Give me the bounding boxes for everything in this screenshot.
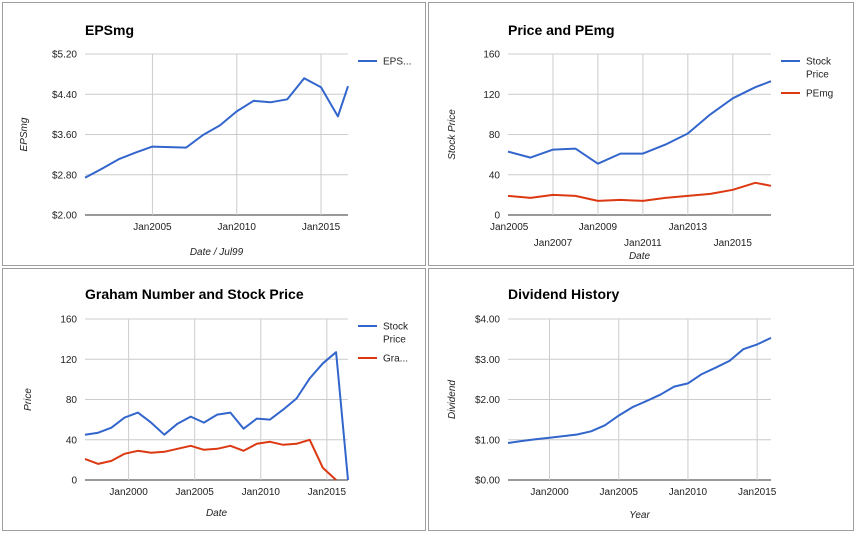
legend-label: Gra... xyxy=(383,354,408,365)
y-tick-label: $1.00 xyxy=(475,435,500,446)
graham-chart-panel: Graham Number and Stock Price 0 40 80 120 160… xyxy=(2,268,426,531)
series-line-1 xyxy=(507,181,772,202)
x-tick-label: Jan2005 xyxy=(133,222,172,233)
series-line-0 xyxy=(84,77,349,179)
x-tick-label: Jan2011 xyxy=(624,238,662,249)
y-tick-label: $2.00 xyxy=(52,211,77,222)
chart-title: Price and PEmg xyxy=(508,22,615,38)
y-tick-label: $3.60 xyxy=(52,130,77,141)
legend-label: PEmg xyxy=(806,89,833,100)
chart-title: Graham Number and Stock Price xyxy=(85,286,304,302)
y-tick-label: 120 xyxy=(60,355,77,366)
y-tick-label: 40 xyxy=(489,170,501,181)
series-line-0 xyxy=(507,80,772,165)
dividend-chart-panel: Dividend History $0.00 $1.00 $2.00 $3.00 $4.0… xyxy=(428,268,854,531)
x-tick-label: Jan2005 xyxy=(490,222,529,233)
y-tick-label: $2.80 xyxy=(52,170,77,181)
y-tick-label: 80 xyxy=(66,395,78,406)
y-tick-label: 120 xyxy=(483,90,500,101)
x-tick-label: Jan2015 xyxy=(738,487,777,498)
chart-title: EPSmg xyxy=(85,22,134,38)
x-tick-label: Jan2000 xyxy=(109,487,148,498)
series-line-0 xyxy=(507,336,772,444)
x-tick-label: Jan2015 xyxy=(308,487,347,498)
x-axis-label: Date xyxy=(206,508,228,519)
price-pe-chart-panel: Price and PEmg 0 40 80 120 160 Jan2005 Jan2007 J… xyxy=(428,2,854,266)
y-tick-label: $3.00 xyxy=(475,355,500,366)
x-tick-label: Jan2013 xyxy=(669,222,708,233)
price-pe-chart: Price and PEmg 0 40 80 120 160 Jan2005 Jan2007 J… xyxy=(447,22,833,262)
y-tick-label: 160 xyxy=(483,50,500,61)
legend-item: EPS... xyxy=(358,57,411,68)
x-tick-label: Jan2010 xyxy=(218,222,257,233)
x-axis-label: Date xyxy=(629,251,651,262)
legend-label: Stock Price xyxy=(806,57,832,81)
x-axis-label: Year xyxy=(629,510,650,521)
y-tick-label: $2.00 xyxy=(475,395,500,406)
x-tick-label: Jan2010 xyxy=(669,487,708,498)
y-tick-label: $4.40 xyxy=(52,90,77,101)
legend-label: EPS... xyxy=(383,57,411,68)
chart-title: Dividend History xyxy=(508,286,619,302)
legend-item: PEmg xyxy=(781,89,833,100)
x-tick-label: Jan2009 xyxy=(579,222,618,233)
y-axis-label: EPSmg xyxy=(19,117,30,151)
y-tick-label: $4.00 xyxy=(475,315,500,326)
eps-chart-panel: EPSmg $2.00 $2.80 $3.60 $4.40 $5.20 Jan2005 Jan… xyxy=(2,2,426,266)
dividend-chart: Dividend History $0.00 $1.00 $2.00 $3.00 $4.0… xyxy=(447,286,777,521)
y-tick-label: $5.20 xyxy=(52,50,77,61)
x-tick-label: Jan2015 xyxy=(302,222,341,233)
graham-chart: Graham Number and Stock Price 0 40 80 120 160… xyxy=(23,286,409,519)
x-tick-label: Jan2010 xyxy=(242,487,281,498)
x-tick-label: Jan2005 xyxy=(600,487,639,498)
y-tick-label: 0 xyxy=(71,476,77,487)
eps-chart: EPSmg $2.00 $2.80 $3.60 $4.40 $5.20 Jan2005 Jan… xyxy=(19,22,411,258)
y-tick-label: $0.00 xyxy=(475,476,500,487)
legend-item: Stock Price xyxy=(358,322,409,346)
x-tick-label: Jan2005 xyxy=(176,487,215,498)
series-line-1 xyxy=(84,438,337,481)
x-tick-label: Jan2007 xyxy=(534,238,573,249)
y-tick-label: 160 xyxy=(60,315,77,326)
legend-item: Gra... xyxy=(358,354,408,365)
x-tick-label: Jan2000 xyxy=(530,487,569,498)
series-line-0 xyxy=(84,351,349,481)
y-tick-label: 80 xyxy=(489,130,501,141)
legend-item: Stock Price xyxy=(781,57,832,81)
y-tick-label: 40 xyxy=(66,435,78,446)
y-axis-label: Dividend xyxy=(447,380,458,419)
x-tick-label: Jan2015 xyxy=(714,238,753,249)
y-tick-label: 0 xyxy=(494,211,500,222)
y-axis-label: Stock Price xyxy=(447,109,458,160)
x-axis-label: Date / Jul99 xyxy=(190,247,244,258)
y-axis-label: Price xyxy=(23,388,34,411)
legend-label: Stock Price xyxy=(383,322,409,346)
